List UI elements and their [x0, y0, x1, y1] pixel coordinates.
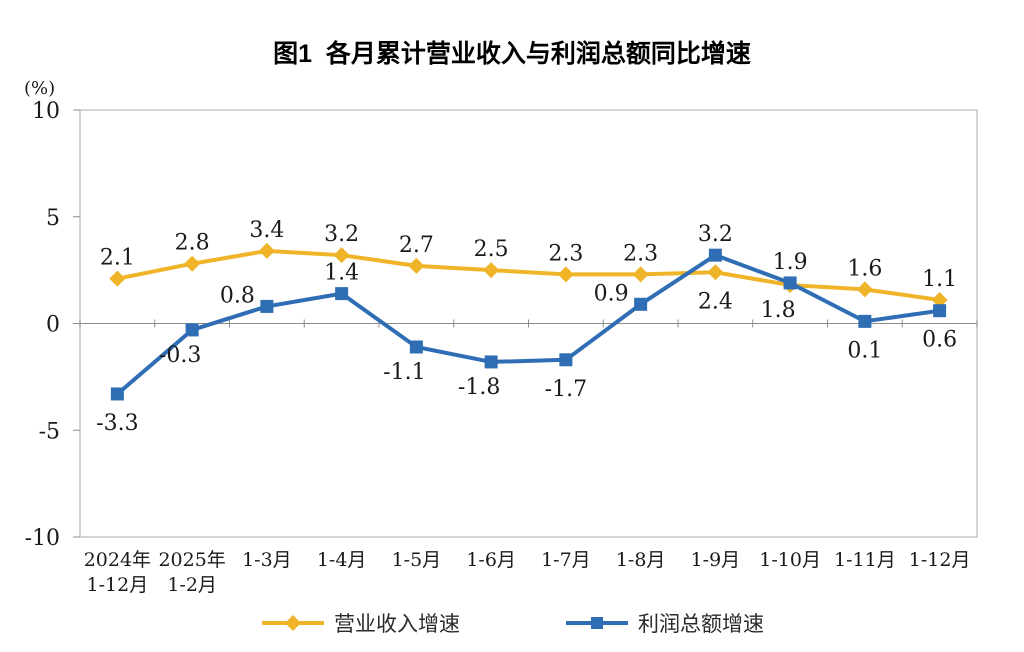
revenue-growth-marker-icon [707, 264, 724, 281]
legend-label-profit: 利润总额增速 [638, 612, 764, 636]
revenue-growth-value-label: 3.4 [249, 218, 284, 243]
profit-growth-marker-icon [933, 304, 947, 318]
revenue-series-legend-icon [262, 615, 324, 631]
x-axis-label: 1-8月 [616, 549, 666, 571]
x-axis-label: 1-11月 [834, 549, 896, 571]
profit-growth-value-label: 0.1 [847, 338, 882, 363]
x-axis-label: 2025年 [158, 549, 225, 571]
profit-growth-value-label: 0.6 [922, 328, 957, 353]
profit-growth-value-label: 0.8 [220, 283, 255, 308]
chart-title: 图1 各月累计营业收入与利润总额同比增速 [273, 40, 751, 68]
profit-growth-marker-icon [708, 248, 722, 262]
revenue-growth-marker-icon [856, 281, 873, 298]
revenue-growth-marker-icon [333, 247, 350, 264]
y-axis-tick-label: -5 [39, 419, 60, 444]
x-axis-label: 1-9月 [691, 549, 741, 571]
x-axis-label: 1-5月 [392, 549, 442, 571]
revenue-growth-marker-icon [184, 255, 201, 272]
revenue-growth-value-label: 1.6 [847, 256, 882, 281]
profit-growth-value-label: -3.3 [96, 411, 138, 436]
profit-growth-value-label: 0.9 [594, 281, 629, 306]
revenue-growth-value-label: 2.1 [100, 246, 135, 271]
profit-growth-marker-icon [559, 353, 573, 367]
revenue-growth-value-label: 2.3 [548, 241, 583, 266]
revenue-growth-value-label: 2.8 [175, 231, 210, 256]
revenue-growth-marker-icon [109, 270, 126, 287]
revenue-growth-marker-icon [557, 266, 574, 283]
revenue-growth-marker-icon [258, 242, 275, 259]
x-axis-label: 1-3月 [242, 549, 292, 571]
profit-growth-legend-marker-icon [591, 617, 603, 629]
x-axis-label: 2024年 [84, 549, 151, 571]
legend-item-revenue: 营业收入增速 [260, 608, 460, 638]
profit-growth-line [116, 252, 940, 396]
revenue-growth-marker-icon [931, 292, 948, 309]
y-axis-tick-label: 0 [46, 313, 60, 338]
y-axis-tick-label: 5 [46, 206, 60, 231]
x-axis-label: 1-4月 [317, 549, 367, 571]
revenue-growth-value-label: 3.2 [324, 222, 359, 247]
chart-legend: 营业收入增速 利润总额增速 [0, 608, 1024, 638]
revenue-growth-value-label: 2.7 [399, 233, 434, 258]
profit-growth-value-label: 1.4 [324, 261, 359, 286]
x-axis-label: 1-7月 [541, 549, 591, 571]
revenue-growth-value-label: 1.8 [761, 298, 796, 323]
x-axis-label: 1-6月 [466, 549, 516, 571]
profit-growth-value-label: -0.3 [159, 343, 201, 368]
y-axis-tick-label: -10 [25, 526, 60, 551]
revenue-growth-line [116, 248, 940, 302]
revenue-growth-marker-icon [483, 262, 500, 279]
legend-item-profit: 利润总额增速 [564, 608, 764, 638]
profit-growth-value-label: -1.1 [383, 360, 425, 385]
profit-growth-value-label: -1.8 [458, 375, 500, 400]
y-axis-tick-label: 10 [32, 99, 60, 124]
profit-growth-marker-icon [634, 297, 648, 311]
revenue-growth-value-label: 2.3 [623, 241, 658, 266]
profit-series-legend-icon [566, 617, 628, 629]
x-axis-label: 1-10月 [759, 549, 821, 571]
revenue-growth-legend-marker-icon [285, 615, 301, 631]
profit-growth-marker-icon [110, 387, 124, 401]
legend-label-revenue: 营业收入增速 [334, 612, 460, 636]
x-axis-label: 1-12月 [909, 549, 971, 571]
revenue-growth-marker-icon [632, 266, 649, 283]
profit-growth-marker-icon [484, 355, 498, 369]
profit-growth-marker-icon [409, 340, 423, 354]
revenue-growth-value-label: 2.4 [698, 289, 733, 314]
profit-growth-value-label: -1.7 [545, 377, 587, 402]
profit-growth-marker-icon [260, 299, 274, 313]
x-axis-label: 1-12月 [87, 574, 149, 596]
revenue-growth-marker-icon [408, 257, 425, 274]
profit-growth-marker-icon [858, 314, 872, 328]
profit-growth-marker-icon [185, 323, 199, 337]
profit-growth-value-label: 1.9 [773, 250, 808, 275]
revenue-growth-value-label: 1.1 [922, 267, 957, 292]
profit-growth-value-label: 3.2 [698, 222, 733, 247]
x-axis-label: 1-2月 [167, 574, 217, 596]
y-axis-unit-label: (%) [24, 78, 56, 99]
profit-growth-marker-icon [783, 276, 797, 290]
revenue-growth-value-label: 2.5 [474, 237, 509, 262]
profit-growth-marker-icon [335, 287, 349, 301]
